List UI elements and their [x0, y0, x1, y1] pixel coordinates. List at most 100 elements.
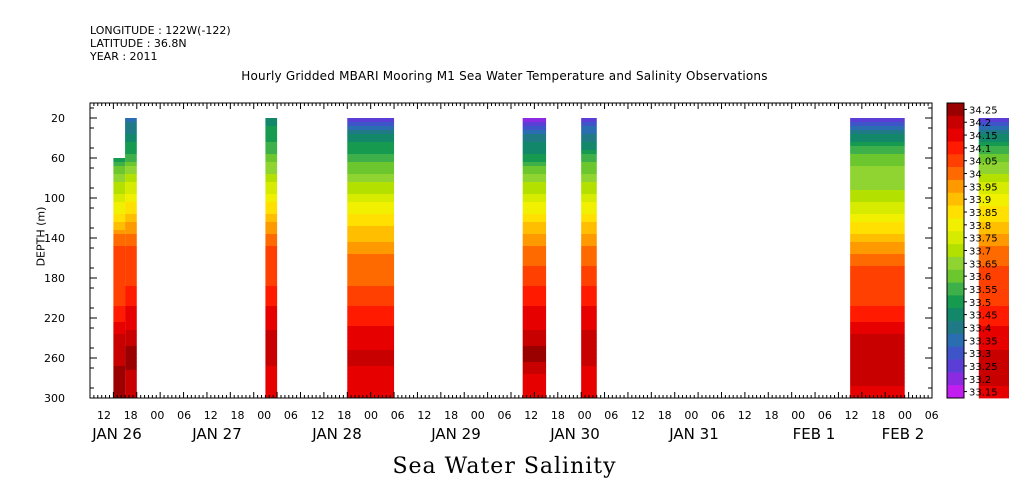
salinity-cell	[581, 346, 597, 351]
salinity-cell	[850, 126, 905, 131]
salinity-cell	[850, 250, 905, 255]
variable-name: Sea Water Salinity	[392, 454, 617, 479]
salinity-cell	[125, 342, 137, 347]
salinity-cell	[347, 154, 395, 159]
salinity-cell	[125, 206, 137, 211]
salinity-cell	[347, 246, 395, 251]
chart-title: Hourly Gridded MBARI Mooring M1 Sea Wate…	[241, 69, 768, 83]
salinity-cell	[978, 210, 1009, 215]
salinity-cell	[125, 314, 137, 319]
x-hour-label: 18	[658, 409, 672, 422]
salinity-cell	[978, 286, 1009, 291]
salinity-cell	[978, 218, 1009, 223]
salinity-cell	[978, 390, 1009, 395]
salinity-cell	[113, 190, 126, 195]
salinity-cell	[850, 254, 905, 259]
salinity-cell	[265, 274, 278, 279]
salinity-cell	[522, 262, 547, 267]
salinity-cell	[265, 206, 278, 211]
salinity-cell	[113, 218, 126, 223]
salinity-cell	[581, 262, 597, 267]
salinity-cell	[581, 258, 597, 263]
salinity-cell	[113, 282, 126, 287]
salinity-cell	[522, 270, 547, 275]
colorbar-swatch	[947, 115, 964, 129]
salinity-cell	[850, 362, 905, 367]
salinity-cell	[522, 182, 547, 187]
salinity-cell	[347, 382, 395, 387]
salinity-cell	[113, 350, 126, 355]
x-hour-label: 06	[177, 409, 191, 422]
salinity-cell	[522, 346, 547, 351]
salinity-cell	[978, 206, 1009, 211]
salinity-cell	[125, 234, 137, 239]
salinity-cell	[581, 166, 597, 171]
salinity-cell	[265, 330, 278, 335]
salinity-cell	[522, 370, 547, 375]
salinity-cell	[850, 174, 905, 179]
salinity-cell	[113, 342, 126, 347]
salinity-cell	[113, 290, 126, 295]
salinity-cell	[113, 246, 126, 251]
salinity-cell	[850, 342, 905, 347]
x-date-label: FEB 1	[793, 425, 836, 443]
salinity-cell	[978, 154, 1009, 159]
salinity-cell	[978, 254, 1009, 259]
salinity-cell	[978, 258, 1009, 263]
salinity-cell	[347, 230, 395, 235]
salinity-cell	[522, 126, 547, 131]
salinity-cell	[125, 278, 137, 283]
salinity-cell	[978, 270, 1009, 275]
salinity-cell	[347, 134, 395, 139]
salinity-cell	[347, 202, 395, 207]
colorbar-label: 34	[969, 170, 982, 181]
colorbar-swatch	[947, 359, 964, 373]
y-tick-label: 140	[44, 232, 65, 245]
salinity-cell	[125, 174, 137, 179]
salinity-cell	[347, 222, 395, 227]
x-hour-label: 18	[551, 409, 565, 422]
salinity-cell	[581, 222, 597, 227]
salinity-cell	[978, 150, 1009, 155]
colorbar-label: 33.6	[969, 272, 991, 283]
salinity-cell	[581, 178, 597, 183]
colorbar-label: 33.4	[969, 323, 991, 334]
salinity-cell	[125, 298, 137, 303]
salinity-cell	[265, 358, 278, 363]
salinity-cell	[850, 222, 905, 227]
salinity-cell	[113, 382, 126, 387]
salinity-cell	[978, 194, 1009, 199]
salinity-cell	[978, 386, 1009, 391]
salinity-cell	[265, 338, 278, 343]
salinity-cell	[522, 386, 547, 391]
salinity-cell	[522, 170, 547, 175]
colorbar-label: 34.2	[969, 118, 991, 129]
salinity-cell	[347, 226, 395, 231]
salinity-cell	[347, 318, 395, 323]
x-hour-label: 06	[925, 409, 939, 422]
y-tick-label: 60	[51, 152, 65, 165]
y-tick-label: 260	[44, 352, 65, 365]
data-block-1	[113, 158, 126, 399]
salinity-cell	[581, 122, 597, 127]
salinity-cell	[522, 226, 547, 231]
salinity-cell	[581, 234, 597, 239]
salinity-cell	[125, 366, 137, 371]
salinity-cell	[265, 290, 278, 295]
salinity-cell	[522, 210, 547, 215]
salinity-cell	[113, 182, 126, 187]
salinity-cell	[978, 250, 1009, 255]
salinity-cell	[347, 262, 395, 267]
x-hour-label: 12	[417, 409, 431, 422]
salinity-cell	[113, 330, 126, 335]
salinity-cell	[125, 210, 137, 215]
salinity-cell	[113, 226, 126, 231]
salinity-cell	[125, 214, 137, 219]
salinity-cell	[125, 178, 137, 183]
salinity-cell	[581, 250, 597, 255]
x-hour-label: 12	[97, 409, 111, 422]
salinity-cell	[522, 146, 547, 151]
salinity-cell	[850, 310, 905, 315]
salinity-cell	[522, 214, 547, 219]
